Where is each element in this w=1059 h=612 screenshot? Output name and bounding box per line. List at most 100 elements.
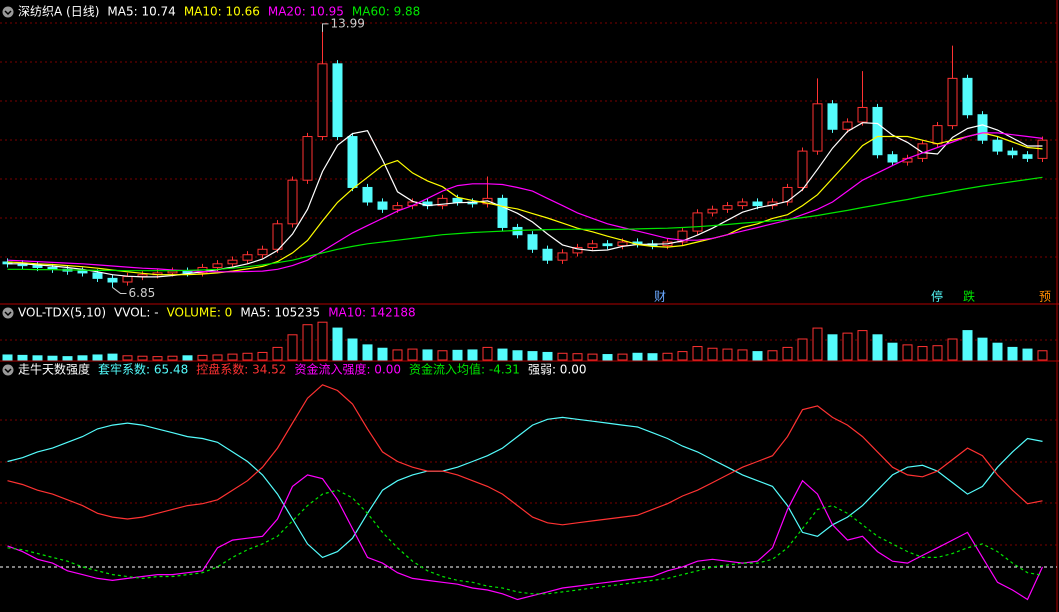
candle-body	[887, 154, 898, 163]
volume-bar	[362, 344, 373, 361]
volume-bar	[962, 330, 973, 361]
legend-text: 资金流入均值: -4.31	[409, 362, 520, 377]
volume-bar	[332, 327, 343, 361]
volume-bar	[542, 351, 553, 361]
line	[7, 176, 1043, 272]
candle-body	[527, 234, 538, 250]
volume-bar	[572, 353, 583, 361]
candle-body	[317, 63, 328, 138]
candle-body	[257, 248, 268, 256]
volume-bar	[182, 355, 193, 361]
volume-bar	[947, 338, 958, 361]
volume-bar	[452, 349, 463, 361]
legend-text: MA5: 105235	[240, 306, 320, 320]
candle-body	[857, 106, 868, 123]
candle-body	[302, 136, 313, 181]
volume-bar	[317, 321, 328, 361]
volume-bar	[602, 354, 613, 361]
volume-bar	[437, 350, 448, 361]
volume-bar	[377, 347, 388, 361]
volume-bar	[812, 327, 823, 361]
legend-text: 控盘系数: 34.52	[196, 362, 286, 377]
volume-bar	[632, 352, 643, 361]
candle-body	[122, 276, 133, 283]
candle-body	[212, 263, 223, 268]
legend-text: 资金流入强度: 0.00	[294, 362, 401, 377]
volume-bar	[212, 354, 223, 361]
candle-body	[827, 103, 838, 130]
candle-body	[362, 186, 373, 203]
volume-bar	[467, 349, 478, 361]
menu-icon[interactable]	[2, 307, 14, 319]
candle-body	[587, 243, 598, 248]
volume-bar	[677, 351, 688, 361]
chevron	[4, 10, 12, 16]
volume-bar	[662, 352, 673, 361]
legend-text: MA10: 142188	[328, 306, 416, 320]
volume-bar	[527, 351, 538, 361]
candle-body	[707, 208, 718, 214]
volume-bar	[497, 348, 508, 361]
legend-text: VOLUME: 0	[167, 306, 233, 320]
legend-text: 套牢系数: 65.48	[98, 362, 188, 377]
candle-body	[557, 252, 568, 261]
volume-bar	[752, 351, 763, 361]
volume-bar	[152, 356, 163, 361]
candle-body	[752, 201, 763, 207]
candle-body	[722, 205, 733, 210]
candle-body	[782, 186, 793, 203]
volume-bar	[482, 346, 493, 361]
volume-bar	[92, 354, 103, 361]
volume-bar	[287, 334, 298, 361]
line	[7, 416, 1043, 559]
headers: 深纺织A (日线) MA5: 10.74 MA10: 10.66 MA20: 10.9…	[2, 5, 587, 377]
candle-body	[962, 77, 973, 116]
candle-body	[47, 266, 58, 270]
legend-text: VVOL: -	[114, 306, 159, 320]
legend-text: MA60: 9.88	[352, 5, 420, 19]
marker: 跌	[963, 289, 975, 304]
candle-body	[617, 241, 628, 247]
candle-body	[842, 121, 853, 130]
legend-text: 走牛天数强度	[18, 362, 90, 377]
candle-body	[677, 230, 688, 243]
volume-bar	[392, 349, 403, 361]
candle-body	[1007, 150, 1018, 156]
volume-bar	[932, 345, 943, 361]
candle-body	[977, 114, 988, 141]
line	[7, 474, 1044, 601]
volume-bar	[272, 346, 283, 361]
menu-icon[interactable]	[2, 6, 14, 18]
volume-bar	[902, 344, 913, 361]
chevron	[4, 311, 12, 317]
volume-bar	[977, 337, 988, 361]
volume-bar	[617, 353, 628, 361]
volume-bar	[782, 346, 793, 361]
candle-body	[692, 212, 703, 232]
volume-bar	[1007, 346, 1018, 361]
volume-bar	[347, 338, 358, 361]
candle-body	[92, 272, 103, 279]
candle-body	[542, 248, 553, 261]
volume-bar	[302, 324, 313, 361]
volume-bar	[557, 352, 568, 361]
volume-bar	[107, 353, 118, 361]
volume-bar	[707, 347, 718, 361]
candle-body	[572, 246, 583, 254]
legend-text: MA5: 10.74	[107, 5, 175, 19]
annotation: 6.85	[129, 286, 156, 300]
candle-body	[77, 270, 88, 274]
marker: 财	[654, 290, 666, 304]
candle-body	[227, 259, 238, 265]
candle-body	[377, 201, 388, 210]
line	[7, 384, 1043, 526]
volume-bar	[842, 332, 853, 361]
annotation-line	[322, 23, 329, 32]
candle-body	[32, 265, 43, 268]
candle-body	[872, 106, 883, 156]
candle-body	[497, 197, 508, 228]
menu-icon[interactable]	[2, 364, 14, 376]
volume-bar	[722, 348, 733, 361]
